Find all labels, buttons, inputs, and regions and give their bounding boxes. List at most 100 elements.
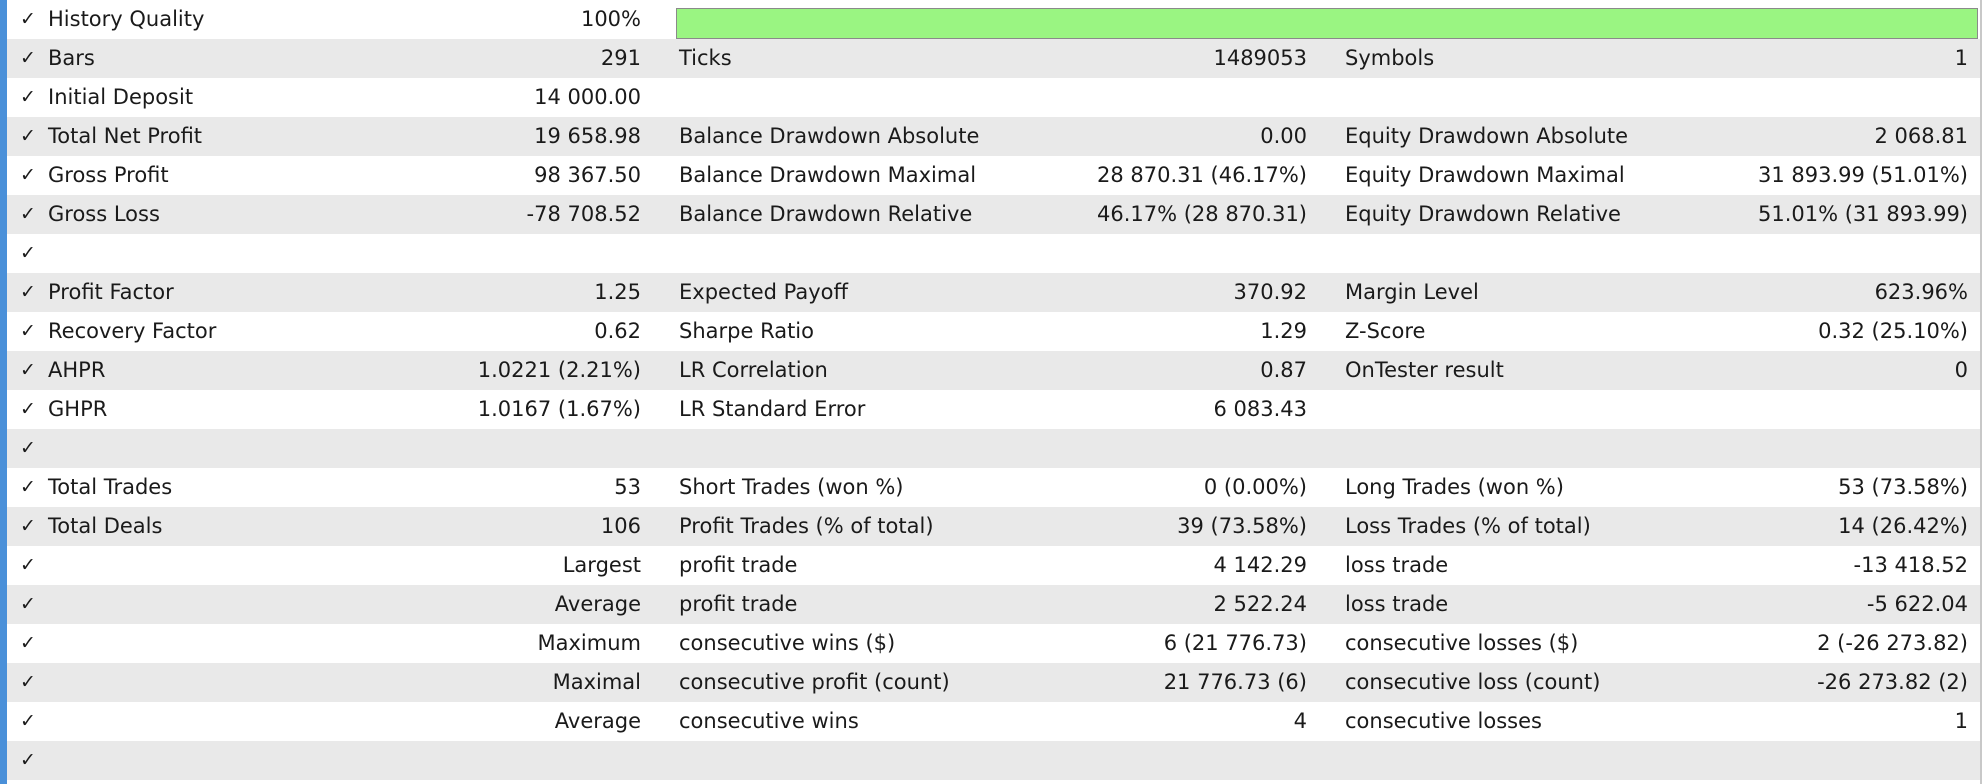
average-consecutive-wins-value: 4: [1293, 709, 1307, 733]
profit-factor-value: 1.25: [594, 280, 641, 304]
lr-standard-error-value: 6 083.43: [1213, 397, 1307, 421]
check-icon[interactable]: ✓: [20, 281, 36, 303]
check-icon[interactable]: ✓: [20, 632, 36, 654]
gross-loss-label: Gross Loss: [48, 202, 160, 226]
balance-drawdown-maximal-label: Balance Drawdown Maximal: [679, 163, 977, 187]
total-trades-label: Total Trades: [48, 475, 173, 499]
row-separator: ✓: [7, 741, 1980, 780]
sharpe-ratio-label: Sharpe Ratio: [679, 319, 814, 343]
check-icon[interactable]: ✓: [20, 8, 36, 30]
check-icon[interactable]: ✓: [20, 437, 36, 459]
gross-profit-value: 98 367.50: [534, 163, 641, 187]
row-separator: ✓: [7, 429, 1980, 468]
row-maximal: ✓ Maximal consecutive profit (count) 21 …: [7, 663, 1980, 702]
average-consecutive-label: Average: [554, 709, 641, 733]
history-quality-bar-fill: [677, 9, 1977, 38]
check-icon[interactable]: ✓: [20, 710, 36, 732]
row-average-consecutive: ✓ Average consecutive wins 4 consecutive…: [7, 702, 1980, 741]
equity-drawdown-absolute-label: Equity Drawdown Absolute: [1345, 124, 1629, 148]
row-gross-loss: ✓ Gross Loss -78 708.52 Balance Drawdown…: [7, 195, 1980, 234]
profit-trades-value: 39 (73.58%): [1177, 514, 1307, 538]
check-icon[interactable]: ✓: [20, 125, 36, 147]
largest-loss-trade-label: loss trade: [1345, 553, 1449, 577]
balance-drawdown-maximal-value: 28 870.31 (46.17%): [1096, 163, 1307, 187]
equity-drawdown-relative-value: 51.01% (31 893.99): [1757, 202, 1968, 226]
row-ahpr: ✓ AHPR 1.0221 (2.21%) LR Correlation 0.8…: [7, 351, 1980, 390]
check-icon[interactable]: ✓: [20, 398, 36, 420]
history-quality-label: History Quality: [48, 7, 205, 31]
margin-level-value: 623.96%: [1874, 280, 1968, 304]
lr-correlation-value: 0.87: [1260, 358, 1307, 382]
window-left-edge: [0, 0, 7, 784]
equity-drawdown-relative-label: Equity Drawdown Relative: [1345, 202, 1621, 226]
ticks-value: 1489053: [1213, 46, 1307, 70]
lr-standard-error-label: LR Standard Error: [679, 397, 866, 421]
row-total-deals: ✓ Total Deals 106 Profit Trades (% of to…: [7, 507, 1980, 546]
maximal-consecutive-profit-value: 21 776.73 (6): [1163, 670, 1307, 694]
ontester-result-label: OnTester result: [1345, 358, 1504, 382]
ontester-result-value: 0: [1954, 358, 1968, 382]
backtest-report-table: ✓ History Quality 100% ✓ Bars 291 Ticks …: [7, 0, 1980, 780]
total-net-profit-value: 19 658.98: [534, 124, 641, 148]
check-icon[interactable]: ✓: [20, 593, 36, 615]
max-consecutive-losses-label: consecutive losses ($): [1345, 631, 1579, 655]
check-icon[interactable]: ✓: [20, 671, 36, 693]
initial-deposit-label: Initial Deposit: [48, 85, 194, 109]
average-loss-trade-value: -5 622.04: [1866, 592, 1968, 616]
balance-drawdown-absolute-label: Balance Drawdown Absolute: [679, 124, 980, 148]
check-icon[interactable]: ✓: [20, 749, 36, 771]
check-icon[interactable]: ✓: [20, 203, 36, 225]
maximal-consecutive-profit-label: consecutive profit (count): [679, 670, 950, 694]
ticks-label: Ticks: [679, 46, 732, 70]
check-icon[interactable]: ✓: [20, 47, 36, 69]
average-profit-trade-label: profit trade: [679, 592, 798, 616]
check-icon[interactable]: ✓: [20, 86, 36, 108]
check-icon[interactable]: ✓: [20, 164, 36, 186]
recovery-factor-label: Recovery Factor: [48, 319, 217, 343]
total-trades-value: 53: [614, 475, 641, 499]
short-trades-label: Short Trades (won %): [679, 475, 904, 499]
initial-deposit-value: 14 000.00: [534, 85, 641, 109]
margin-level-label: Margin Level: [1345, 280, 1479, 304]
check-icon[interactable]: ✓: [20, 554, 36, 576]
total-net-profit-label: Total Net Profit: [48, 124, 203, 148]
loss-trades-value: 14 (26.42%): [1838, 514, 1968, 538]
equity-drawdown-absolute-value: 2 068.81: [1874, 124, 1968, 148]
history-quality-value: 100%: [580, 7, 641, 31]
bars-value: 291: [600, 46, 641, 70]
symbols-value: 1: [1954, 46, 1968, 70]
lr-correlation-label: LR Correlation: [679, 358, 828, 382]
row-bars: ✓ Bars 291 Ticks 1489053 Symbols 1: [7, 39, 1980, 78]
row-average: ✓ Average profit trade 2 522.24 loss tra…: [7, 585, 1980, 624]
check-icon[interactable]: ✓: [20, 320, 36, 342]
maximal-consecutive-loss-value: -26 273.82 (2): [1817, 670, 1968, 694]
check-icon[interactable]: ✓: [20, 476, 36, 498]
check-icon[interactable]: ✓: [20, 242, 36, 264]
long-trades-label: Long Trades (won %): [1345, 475, 1564, 499]
expected-payoff-label: Expected Payoff: [679, 280, 848, 304]
max-consecutive-losses-value: 2 (-26 273.82): [1817, 631, 1968, 655]
average-consecutive-losses-label: consecutive losses: [1345, 709, 1542, 733]
window-right-border: [1980, 0, 1982, 784]
average-loss-trade-label: loss trade: [1345, 592, 1449, 616]
check-icon[interactable]: ✓: [20, 515, 36, 537]
row-profit-factor: ✓ Profit Factor 1.25 Expected Payoff 370…: [7, 273, 1980, 312]
ghpr-value: 1.0167 (1.67%): [477, 397, 641, 421]
z-score-label: Z-Score: [1345, 319, 1426, 343]
largest-profit-trade-label: profit trade: [679, 553, 798, 577]
largest-loss-trade-value: -13 418.52: [1853, 553, 1968, 577]
sharpe-ratio-value: 1.29: [1260, 319, 1307, 343]
maximal-consecutive-loss-label: consecutive loss (count): [1345, 670, 1601, 694]
expected-payoff-value: 370.92: [1233, 280, 1307, 304]
balance-drawdown-absolute-value: 0.00: [1260, 124, 1307, 148]
short-trades-value: 0 (0.00%): [1203, 475, 1307, 499]
symbols-label: Symbols: [1345, 46, 1435, 70]
max-consecutive-wins-value: 6 (21 776.73): [1163, 631, 1307, 655]
row-history-quality: ✓ History Quality 100%: [7, 0, 1980, 39]
ghpr-label: GHPR: [48, 397, 108, 421]
max-consecutive-wins-label: consecutive wins ($): [679, 631, 896, 655]
z-score-value: 0.32 (25.10%): [1818, 319, 1968, 343]
row-gross-profit: ✓ Gross Profit 98 367.50 Balance Drawdow…: [7, 156, 1980, 195]
average-consecutive-wins-label: consecutive wins: [679, 709, 859, 733]
check-icon[interactable]: ✓: [20, 359, 36, 381]
